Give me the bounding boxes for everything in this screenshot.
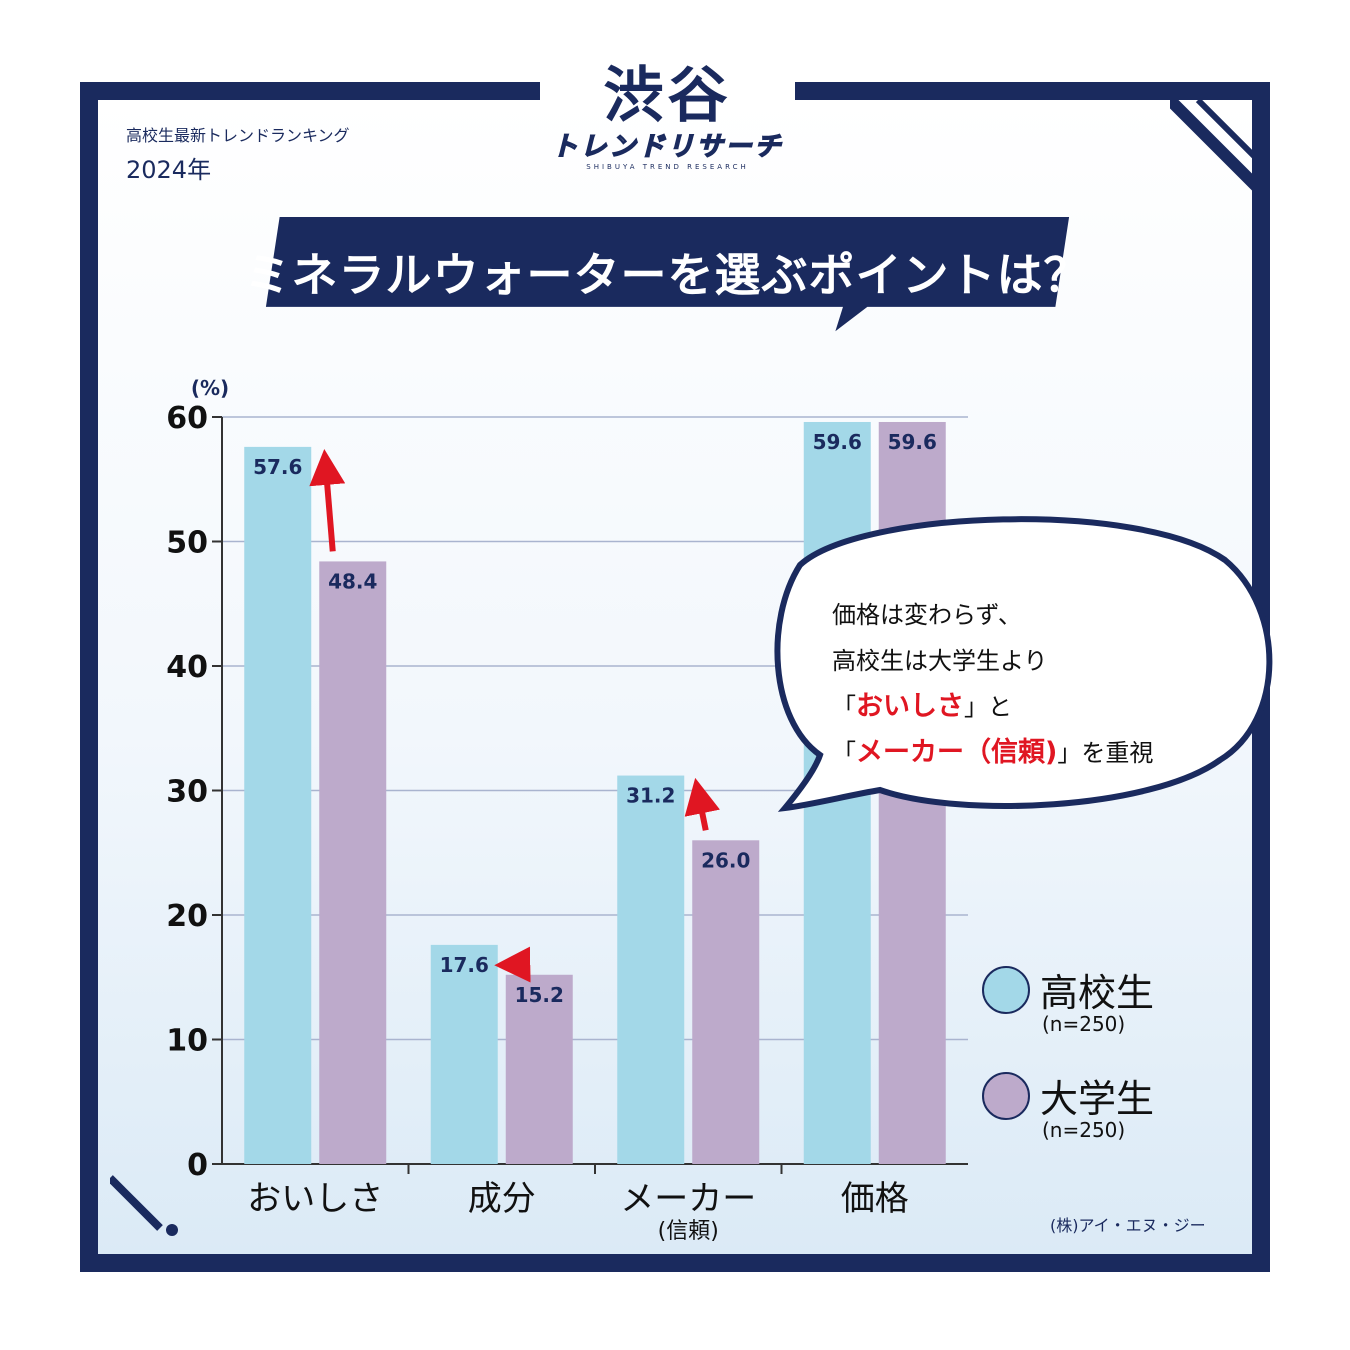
data-label: 57.6 [253,455,302,479]
callout-emphasis-taste: おいしさ [856,691,964,722]
comparison-arrow [309,448,346,552]
callout-line-3: 「おいしさ」と [832,684,1153,730]
bar-university [692,840,760,1164]
x-category-label: 価格 [841,1179,909,1219]
source-credit: (株)アイ・エヌ・ジー [1050,1216,1206,1235]
legend-label-high-school: 高校生 [1040,971,1155,1015]
bar-high-school [430,944,498,1164]
data-label: 17.6 [440,953,489,977]
callout-text: 価格は変わらず、 高校生は大学生より 「おいしさ」と 「メーカー（信頼)」を重視 [832,592,1153,776]
corner-stripes-top-right [1170,100,1265,195]
comparison-arrow [684,777,720,831]
legend-swatch-university [982,1072,1030,1120]
y-tick-label: 30 [166,775,208,810]
labels: 0 10 20 30 40 50 60(%) 57.6 48.4 おいしさ 17.6 15.2 成分 31… [166,376,937,1244]
x-category-sublabel: (信頼) [658,1219,719,1244]
callout-bracket: 「 [832,693,856,721]
data-label: 15.2 [515,983,564,1007]
ranking-year: 2024年 [126,156,212,184]
logo-background [540,70,795,110]
callout-bracket: 」を重視 [1057,739,1154,767]
callout-bracket: 」と [964,693,1012,721]
legend-n-university: (n=250) [1042,1118,1126,1142]
y-tick-label: 50 [166,526,208,561]
bar-high-school [244,446,312,1164]
y-tick-label: 20 [166,899,208,934]
callout-bracket: 「 [832,739,856,767]
data-label: 48.4 [328,569,377,593]
y-axis-unit: (%) [191,376,229,400]
comparison-arrows [309,448,720,983]
data-label: 59.6 [813,430,862,454]
legend-label-university: 大学生 [1040,1077,1155,1121]
callout-line-2: 高校生は大学生より [832,647,1048,675]
y-tick-label: 60 [166,401,208,436]
bar-high-school [617,775,685,1164]
data-label: 26.0 [701,848,750,872]
logo-main-text: 渋谷 [603,61,732,131]
logo-english-text: SHIBUYA TREND RESEARCH [586,163,749,171]
headline: ミネラルウォーターを選ぶポイントは？ [244,248,1091,302]
x-category-label: メーカー [620,1179,756,1219]
y-tick-label: 0 [187,1148,208,1183]
headline-banner [265,217,1070,332]
x-category-label: 成分 [468,1179,536,1219]
callout-line-4: 「メーカー（信頼)」を重視 [832,730,1153,776]
ranking-subtitle: 高校生最新トレンドランキング [126,126,350,145]
legend-swatch-high-school [982,966,1030,1014]
bar-university [319,561,387,1164]
y-tick-label: 40 [166,650,208,685]
logo-sub-text: トレンドリサーチ [551,131,784,163]
data-label: 31.2 [626,784,675,808]
callout-line-1: 価格は変わらず、 [832,601,1022,629]
y-tick-label: 10 [166,1024,208,1059]
logo: 渋谷 トレンドリサーチ SHIBUYA TREND RESEARCH [525,60,810,180]
corner-stripes-bottom-left [110,1175,178,1236]
bars [244,421,946,1165]
data-label: 59.6 [888,430,937,454]
x-category-label: おいしさ [247,1179,383,1219]
bar-university [505,974,573,1164]
callout-emphasis-maker: メーカー（信頼) [856,737,1058,768]
legend-n-high-school: (n=250) [1042,1012,1126,1036]
callout-bubble [774,516,1273,812]
